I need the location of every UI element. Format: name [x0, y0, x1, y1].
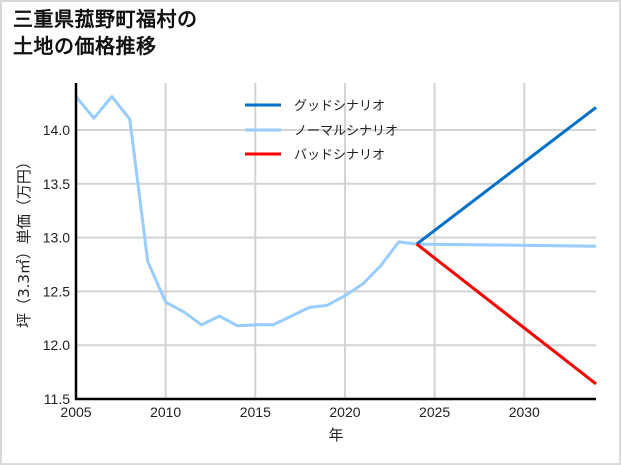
y-axis-ticks: 11.5 12.0 12.5 13.0 13.5 14.0	[43, 122, 70, 407]
chart-title-line1: 三重県菰野町福村の	[13, 7, 198, 31]
legend-label: ノーマルシナリオ	[294, 124, 398, 139]
x-tick-label: 2020	[329, 404, 360, 420]
x-axis-label: 年	[328, 426, 343, 444]
series-line-1	[74, 95, 597, 328]
x-tick-label: 2005	[60, 404, 91, 420]
y-tick-label: 11.5	[44, 391, 70, 407]
chart-title: 三重県菰野町福村の 土地の価格推移	[13, 6, 198, 60]
x-tick-label: 2015	[240, 404, 271, 420]
series-line-0	[415, 106, 597, 246]
y-axis-label: 坪（3.3㎡）単価（万円）	[15, 154, 33, 328]
legend-label: バッドシナリオ	[294, 148, 385, 163]
data-series	[74, 95, 597, 386]
x-tick-label: 2025	[419, 404, 450, 420]
x-tick-label: 2010	[150, 404, 181, 420]
y-tick-label: 12.0	[43, 337, 70, 353]
x-axis-ticks: 2005 2010 2015 2020 2025 2030	[60, 404, 540, 420]
legend-label: グッドシナリオ	[294, 99, 385, 114]
x-tick-label: 2030	[509, 404, 540, 420]
y-tick-label: 14.0	[43, 122, 70, 138]
series-line-2	[415, 242, 597, 386]
chart-title-line2: 土地の価格推移	[13, 34, 157, 58]
y-tick-label: 12.5	[43, 283, 70, 299]
y-tick-label: 13.5	[43, 176, 70, 192]
y-tick-label: 13.0	[43, 230, 70, 246]
axes	[74, 83, 596, 401]
